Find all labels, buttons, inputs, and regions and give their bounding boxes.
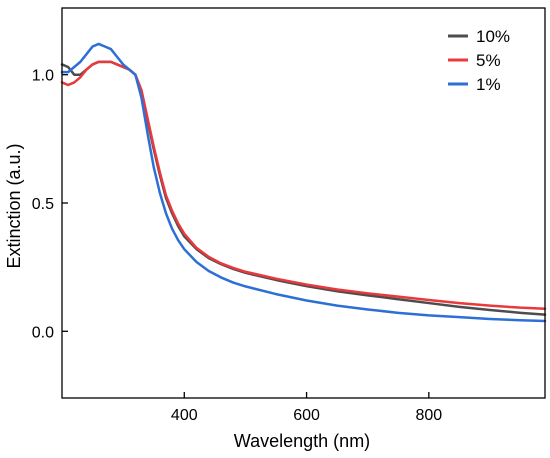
tick-marks: 400 600 800 0.0 0.5 1.0: [32, 68, 443, 424]
x-tick-label-1: 600: [293, 407, 320, 424]
legend-label-2: 1%: [476, 75, 501, 94]
y-tick-label-0: 0.0: [32, 324, 54, 341]
y-axis-title: Extinction (a.u.): [4, 143, 24, 268]
y-tick-label-1: 0.5: [32, 196, 54, 213]
x-axis-title: Wavelength (nm): [234, 431, 370, 451]
legend-label-0: 10%: [476, 27, 510, 46]
series-lines: [60, 42, 547, 323]
legend: 10% 5% 1%: [448, 27, 510, 94]
plot-frame: [61, 7, 546, 399]
series-line-0: [60, 60, 547, 316]
x-tick-label-0: 400: [171, 407, 198, 424]
series-line-1: [60, 60, 547, 310]
axes: [61, 7, 546, 399]
legend-label-1: 5%: [476, 51, 501, 70]
series-line-2: [60, 42, 547, 323]
y-tick-label-2: 1.0: [32, 68, 54, 85]
x-tick-label-2: 800: [415, 407, 442, 424]
